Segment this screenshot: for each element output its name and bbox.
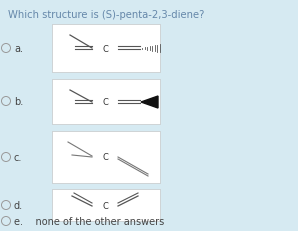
Text: C: C (102, 202, 108, 211)
Text: Which structure is (S)-penta-2,3-diene?: Which structure is (S)-penta-2,3-diene? (8, 10, 204, 20)
Text: C: C (102, 44, 108, 53)
Bar (52, 131, 160, 183)
Bar (52, 189, 160, 221)
Text: C: C (102, 153, 108, 162)
Text: b.: b. (14, 97, 23, 106)
Text: d.: d. (14, 200, 23, 210)
Text: C: C (102, 98, 108, 107)
Text: a.: a. (14, 44, 23, 54)
Polygon shape (141, 97, 158, 109)
Bar (52, 25, 160, 73)
Bar (52, 80, 160, 125)
Text: e.    none of the other answers: e. none of the other answers (14, 216, 164, 226)
Text: c.: c. (14, 152, 22, 162)
